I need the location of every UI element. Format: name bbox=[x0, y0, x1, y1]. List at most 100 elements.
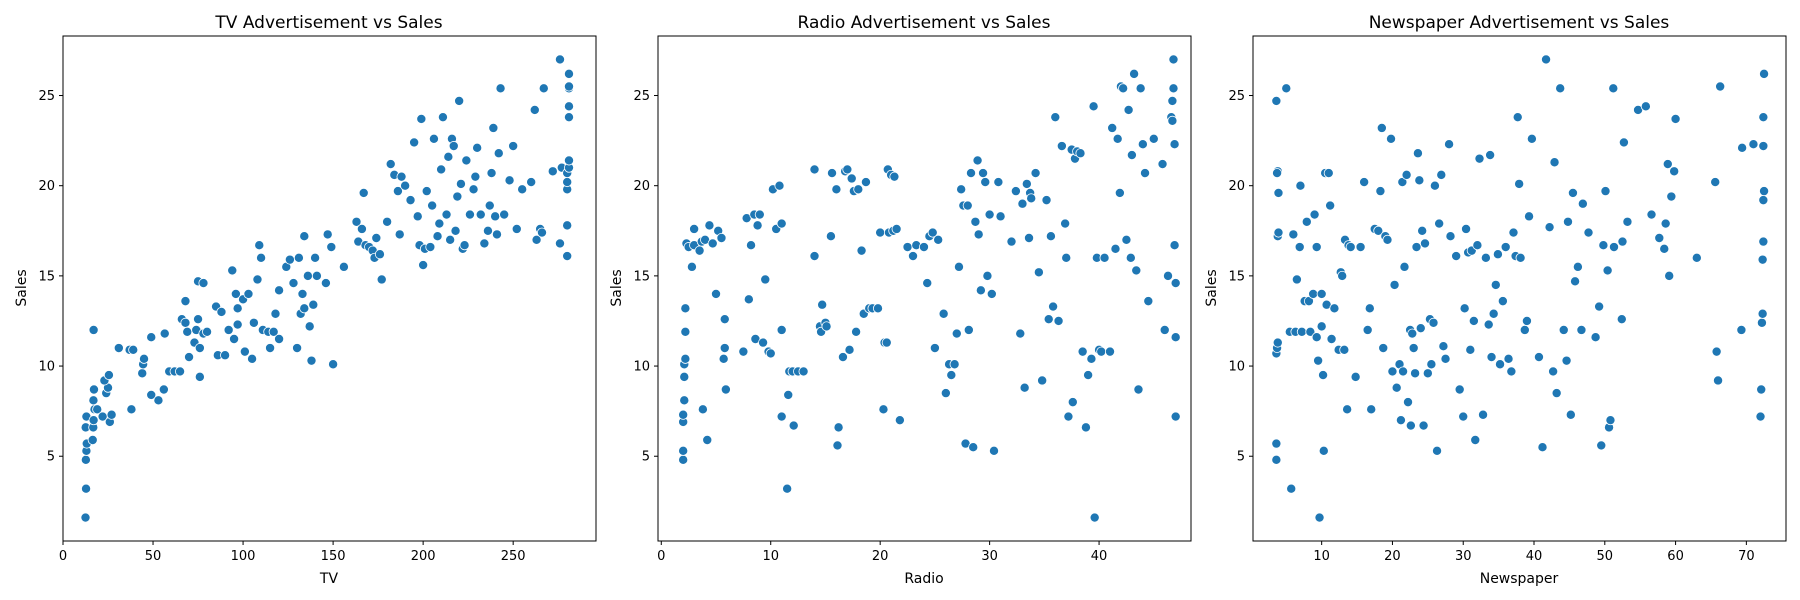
scatter-point bbox=[1056, 141, 1067, 152]
scatter-point bbox=[425, 242, 436, 253]
scatter-point bbox=[1053, 315, 1064, 326]
scatter-point bbox=[776, 411, 787, 422]
scatter-point bbox=[1311, 332, 1322, 343]
scatter-point bbox=[927, 227, 938, 238]
scatter-point bbox=[1616, 314, 1627, 325]
scatter-point bbox=[81, 483, 92, 494]
scatter-point bbox=[488, 122, 499, 133]
scatter-point bbox=[743, 294, 754, 305]
scatter-point bbox=[1157, 159, 1168, 170]
scatter-point bbox=[491, 229, 502, 240]
scatter-point bbox=[1077, 346, 1088, 357]
scatter-point bbox=[679, 395, 690, 406]
scatter-point bbox=[1422, 368, 1433, 379]
scatter-point bbox=[1272, 337, 1283, 348]
scatter-point bbox=[1660, 218, 1671, 229]
scatter-point bbox=[891, 223, 902, 234]
scatter-point bbox=[1490, 279, 1501, 290]
scatter-point bbox=[1434, 218, 1445, 229]
scatter-point bbox=[531, 234, 542, 245]
scatter-point bbox=[842, 164, 853, 175]
scatter-point bbox=[878, 404, 889, 415]
scatter-point bbox=[146, 389, 157, 400]
scatter-point bbox=[1758, 112, 1769, 123]
scatter-point bbox=[220, 350, 231, 361]
scatter-point bbox=[1759, 186, 1770, 197]
scatter-point bbox=[322, 229, 333, 240]
scatter-point bbox=[1026, 193, 1037, 204]
scatter-point bbox=[680, 353, 691, 364]
scatter-point bbox=[470, 171, 481, 182]
scatter-point bbox=[832, 440, 843, 451]
scatter-point bbox=[202, 326, 213, 337]
scatter-point bbox=[137, 368, 148, 379]
scatter-point bbox=[180, 296, 191, 307]
scatter-point bbox=[1551, 388, 1562, 399]
x-tick-label: 200 bbox=[411, 549, 436, 564]
scatter-point bbox=[562, 177, 573, 188]
scatter-point bbox=[158, 384, 169, 395]
scatter-point bbox=[993, 177, 1004, 188]
scatter-point bbox=[1086, 353, 1097, 364]
scatter-point bbox=[1583, 227, 1594, 238]
scatter-point bbox=[679, 371, 690, 382]
scatter-point bbox=[297, 288, 308, 299]
scatter-point bbox=[1131, 265, 1142, 276]
scatter-point bbox=[1271, 95, 1282, 106]
x-tick-label: 50 bbox=[145, 549, 162, 564]
scatter-point bbox=[1067, 397, 1078, 408]
scatter-point bbox=[1126, 150, 1137, 161]
scatter-point bbox=[1286, 483, 1297, 494]
scatter-point bbox=[1486, 352, 1497, 363]
scatter-point bbox=[1544, 222, 1555, 233]
scatter-point bbox=[293, 252, 304, 263]
scatter-point bbox=[718, 353, 729, 364]
scatter-point bbox=[1758, 141, 1769, 152]
scatter-point bbox=[1521, 315, 1532, 326]
scatter-point bbox=[243, 288, 254, 299]
scatter-point bbox=[1271, 454, 1282, 465]
scatter-point bbox=[1006, 236, 1017, 247]
scatter-point bbox=[358, 187, 369, 198]
scatter-point bbox=[1271, 438, 1282, 449]
scatter-point bbox=[437, 112, 448, 123]
scatter-point bbox=[982, 270, 993, 281]
scatter-point bbox=[1305, 326, 1316, 337]
scatter-point bbox=[984, 209, 995, 220]
scatter-point bbox=[103, 370, 114, 381]
y-tick-label: 25 bbox=[38, 89, 55, 104]
scatter-point bbox=[678, 454, 689, 465]
scatter-point bbox=[1107, 122, 1118, 133]
scatter-point bbox=[680, 326, 691, 337]
scatter-point bbox=[1548, 366, 1559, 377]
scatter-point bbox=[889, 171, 900, 182]
scatter-point bbox=[1043, 314, 1054, 325]
scatter-point bbox=[1533, 352, 1544, 363]
scatter-point bbox=[1272, 168, 1283, 179]
scatter-point bbox=[776, 324, 787, 335]
scatter-point bbox=[1096, 346, 1107, 357]
scatter-point bbox=[1444, 139, 1455, 150]
scatter-point bbox=[707, 238, 718, 249]
scatter-point bbox=[963, 324, 974, 335]
scatter-point bbox=[1313, 355, 1324, 366]
scatter-point bbox=[1755, 411, 1766, 422]
scatter-point bbox=[758, 337, 769, 348]
scatter-point bbox=[223, 324, 234, 335]
scatter-point bbox=[946, 370, 957, 381]
scatter-point bbox=[1451, 251, 1462, 262]
scatter-point bbox=[711, 288, 722, 299]
scatter-point bbox=[292, 343, 303, 354]
scatter-point bbox=[1318, 370, 1329, 381]
scatter-point bbox=[1048, 301, 1059, 312]
scatter-point bbox=[443, 151, 454, 162]
scatter-point bbox=[929, 343, 940, 354]
scatter-point bbox=[1350, 371, 1361, 382]
scatter-point bbox=[788, 420, 799, 431]
scatter-point bbox=[1169, 139, 1180, 150]
axes-frame bbox=[657, 35, 1192, 542]
scatter-point bbox=[1386, 133, 1397, 144]
scatter-point bbox=[1118, 83, 1129, 94]
scatter-point bbox=[962, 200, 973, 211]
